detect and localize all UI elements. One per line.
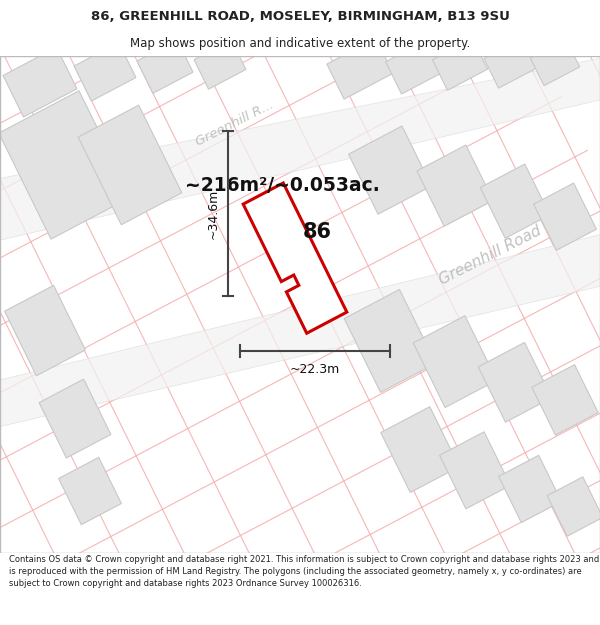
Polygon shape	[0, 232, 600, 429]
Polygon shape	[344, 289, 436, 392]
Polygon shape	[478, 342, 552, 422]
Polygon shape	[59, 458, 121, 524]
Polygon shape	[0, 56, 600, 243]
Text: Greenhill R...: Greenhill R...	[194, 98, 276, 149]
Polygon shape	[137, 40, 193, 93]
Polygon shape	[532, 364, 598, 435]
Polygon shape	[78, 105, 182, 225]
Polygon shape	[5, 286, 85, 376]
Text: ~34.6m: ~34.6m	[206, 189, 220, 239]
Polygon shape	[0, 91, 131, 239]
Polygon shape	[327, 38, 393, 99]
Polygon shape	[413, 316, 497, 408]
Polygon shape	[433, 39, 488, 91]
Text: ~22.3m: ~22.3m	[290, 363, 340, 376]
Text: Map shows position and indicative extent of the property.: Map shows position and indicative extent…	[130, 38, 470, 51]
Text: Contains OS data © Crown copyright and database right 2021. This information is : Contains OS data © Crown copyright and d…	[9, 555, 599, 588]
Polygon shape	[499, 456, 562, 522]
Polygon shape	[440, 432, 511, 509]
Polygon shape	[39, 379, 111, 458]
Text: Greenhill Road: Greenhill Road	[436, 222, 544, 288]
Polygon shape	[484, 39, 536, 88]
Polygon shape	[349, 126, 431, 214]
Text: ~216m²/~0.053ac.: ~216m²/~0.053ac.	[185, 176, 380, 195]
Polygon shape	[480, 164, 550, 238]
Polygon shape	[386, 39, 445, 94]
Polygon shape	[417, 145, 493, 226]
Text: 86, GREENHILL ROAD, MOSELEY, BIRMINGHAM, B13 9SU: 86, GREENHILL ROAD, MOSELEY, BIRMINGHAM,…	[91, 11, 509, 23]
Text: 86: 86	[302, 222, 331, 243]
Polygon shape	[530, 39, 580, 86]
Polygon shape	[243, 183, 347, 333]
Polygon shape	[194, 40, 246, 89]
Polygon shape	[547, 477, 600, 536]
Polygon shape	[381, 407, 459, 492]
Polygon shape	[3, 48, 77, 117]
Polygon shape	[533, 183, 596, 251]
Polygon shape	[74, 42, 136, 101]
